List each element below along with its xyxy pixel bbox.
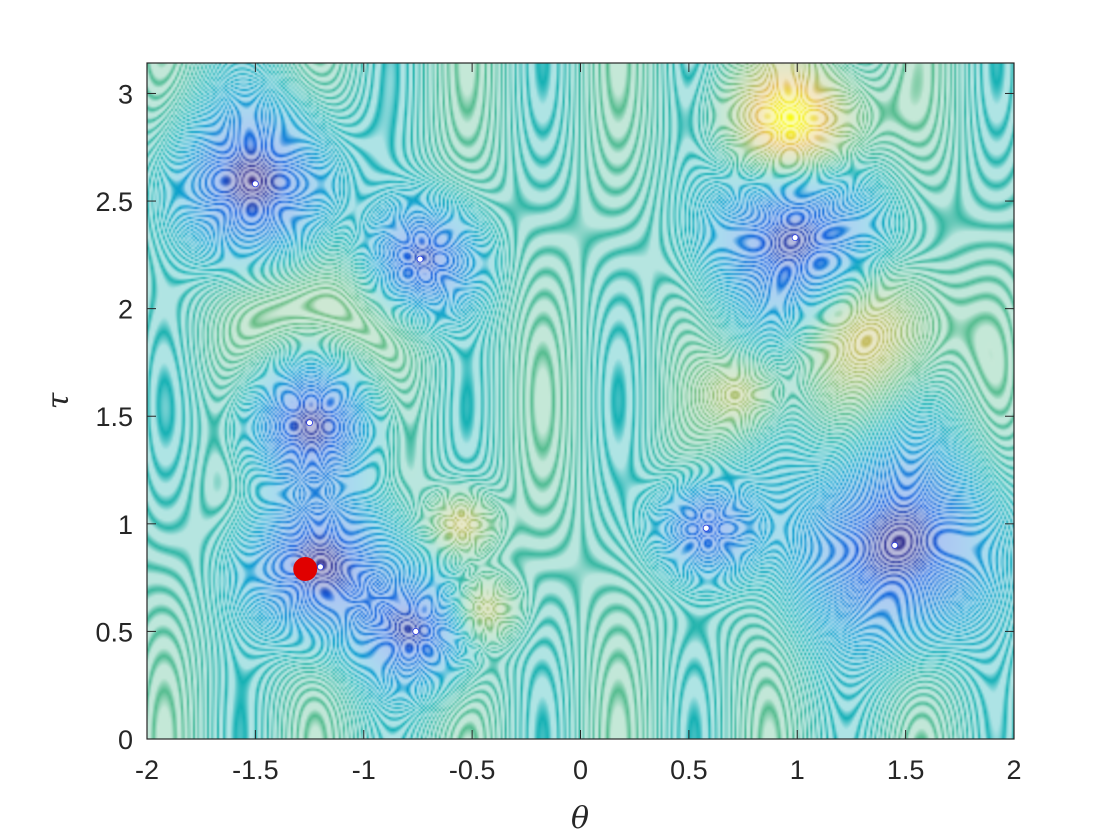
y-tick-label: 0 (118, 725, 133, 755)
y-tick-label: 0.5 (95, 617, 133, 647)
x-tick-label: 2 (1006, 755, 1021, 785)
x-tick-label: -0.5 (449, 755, 496, 785)
basin-minimum (791, 234, 799, 242)
contour-field (147, 63, 1014, 739)
basin-minimum (702, 524, 710, 532)
y-axis-ticks: 0 0.5 1 1.5 2 2.5 3 (95, 79, 1014, 755)
x-axis-ticks: -2 -1.5 -1 -0.5 0 0.5 1 1.5 2 (135, 63, 1022, 785)
y-axis-label: τ (41, 392, 76, 409)
y-tick-label: 3 (118, 79, 133, 109)
x-tick-label: -2 (135, 755, 159, 785)
basin-minimum (316, 563, 324, 571)
x-axis-label: θ (571, 801, 589, 836)
basin-minimum (416, 255, 424, 263)
highlight-point (293, 557, 318, 582)
x-tick-label: 1 (790, 755, 805, 785)
x-tick-label: -1.5 (232, 755, 279, 785)
x-tick-label: 0.5 (670, 755, 708, 785)
x-tick-label: 0 (573, 755, 588, 785)
y-tick-label: 1 (118, 510, 133, 540)
basin-minimum (412, 628, 420, 635)
y-tick-label: 1.5 (95, 402, 133, 432)
x-tick-label: 1.5 (887, 755, 925, 785)
minima-layer (251, 180, 899, 635)
x-tick-label: -1 (352, 755, 376, 785)
y-tick-label: 2.5 (95, 187, 133, 217)
y-tick-label: 2 (118, 295, 133, 325)
basin-minimum (306, 419, 313, 427)
plot-area (147, 63, 1014, 739)
basin-minimum (891, 541, 899, 549)
basin-minimum (251, 180, 259, 188)
